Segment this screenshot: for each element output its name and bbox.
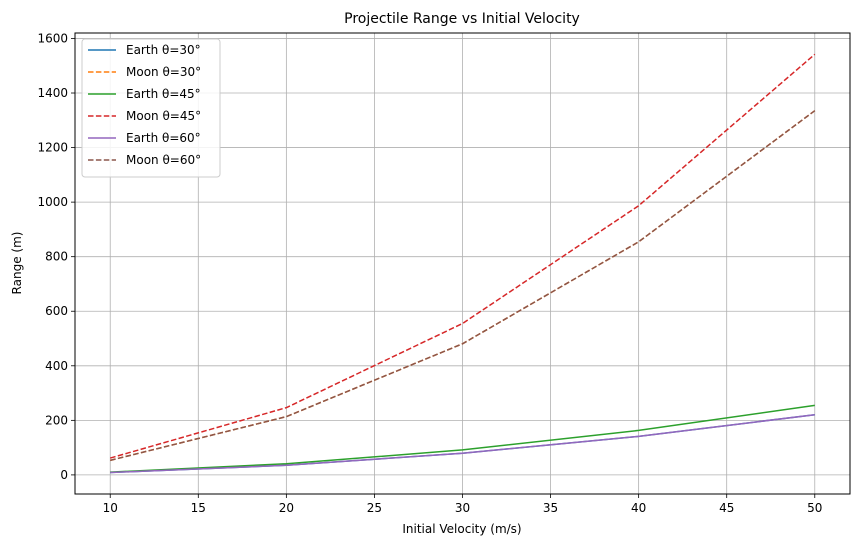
legend-box [81, 38, 221, 178]
y-tick-label: 1400 [37, 86, 68, 100]
series-line [110, 53, 816, 459]
y-axis-label: Range (m) [10, 232, 24, 295]
legend-label: Moon θ=60° [126, 153, 201, 167]
x-tick-label: 15 [191, 501, 206, 515]
chart-title: Projectile Range vs Initial Velocity [344, 11, 580, 27]
legend-label: Moon θ=45° [126, 109, 201, 123]
x-tick-label: 50 [807, 501, 822, 515]
plot-lines [110, 53, 816, 474]
x-tick-label: 40 [631, 501, 646, 515]
y-tick-label: 200 [45, 413, 68, 427]
legend-label: Earth θ=60° [126, 131, 201, 145]
y-tick-label: 400 [45, 359, 68, 373]
legend: Earth θ=30° Moon θ=30° Earth θ=45° Moon θ=4… [81, 38, 221, 178]
y-tick-label: 1200 [37, 141, 68, 155]
y-tick-label: 1000 [37, 195, 68, 209]
legend-label: Earth θ=30° [126, 43, 201, 57]
grid [75, 33, 850, 494]
x-tick-label: 20 [279, 501, 294, 515]
x-tick-label: 45 [719, 501, 734, 515]
x-axis-label: Initial Velocity (m/s) [402, 522, 521, 536]
y-tick-label: 600 [45, 304, 68, 318]
series-line [110, 110, 816, 462]
legend-label: Earth θ=45° [126, 87, 201, 101]
y-tick-label: 800 [45, 250, 68, 264]
y-tick-label: 0 [60, 468, 68, 482]
x-tick-label: 35 [543, 501, 558, 515]
legend-label: Moon θ=30° [126, 65, 201, 79]
series-line [110, 413, 815, 474]
x-tick-label: 30 [455, 501, 470, 515]
y-tick-label: 1600 [37, 31, 68, 45]
axis-ticks: 10 15 20 25 30 35 40 45 50 0 200 400 600 800 1000 1200 1… [37, 31, 822, 515]
x-tick-label: 10 [103, 501, 118, 515]
x-tick-label: 25 [367, 501, 382, 515]
series-line [110, 404, 815, 473]
